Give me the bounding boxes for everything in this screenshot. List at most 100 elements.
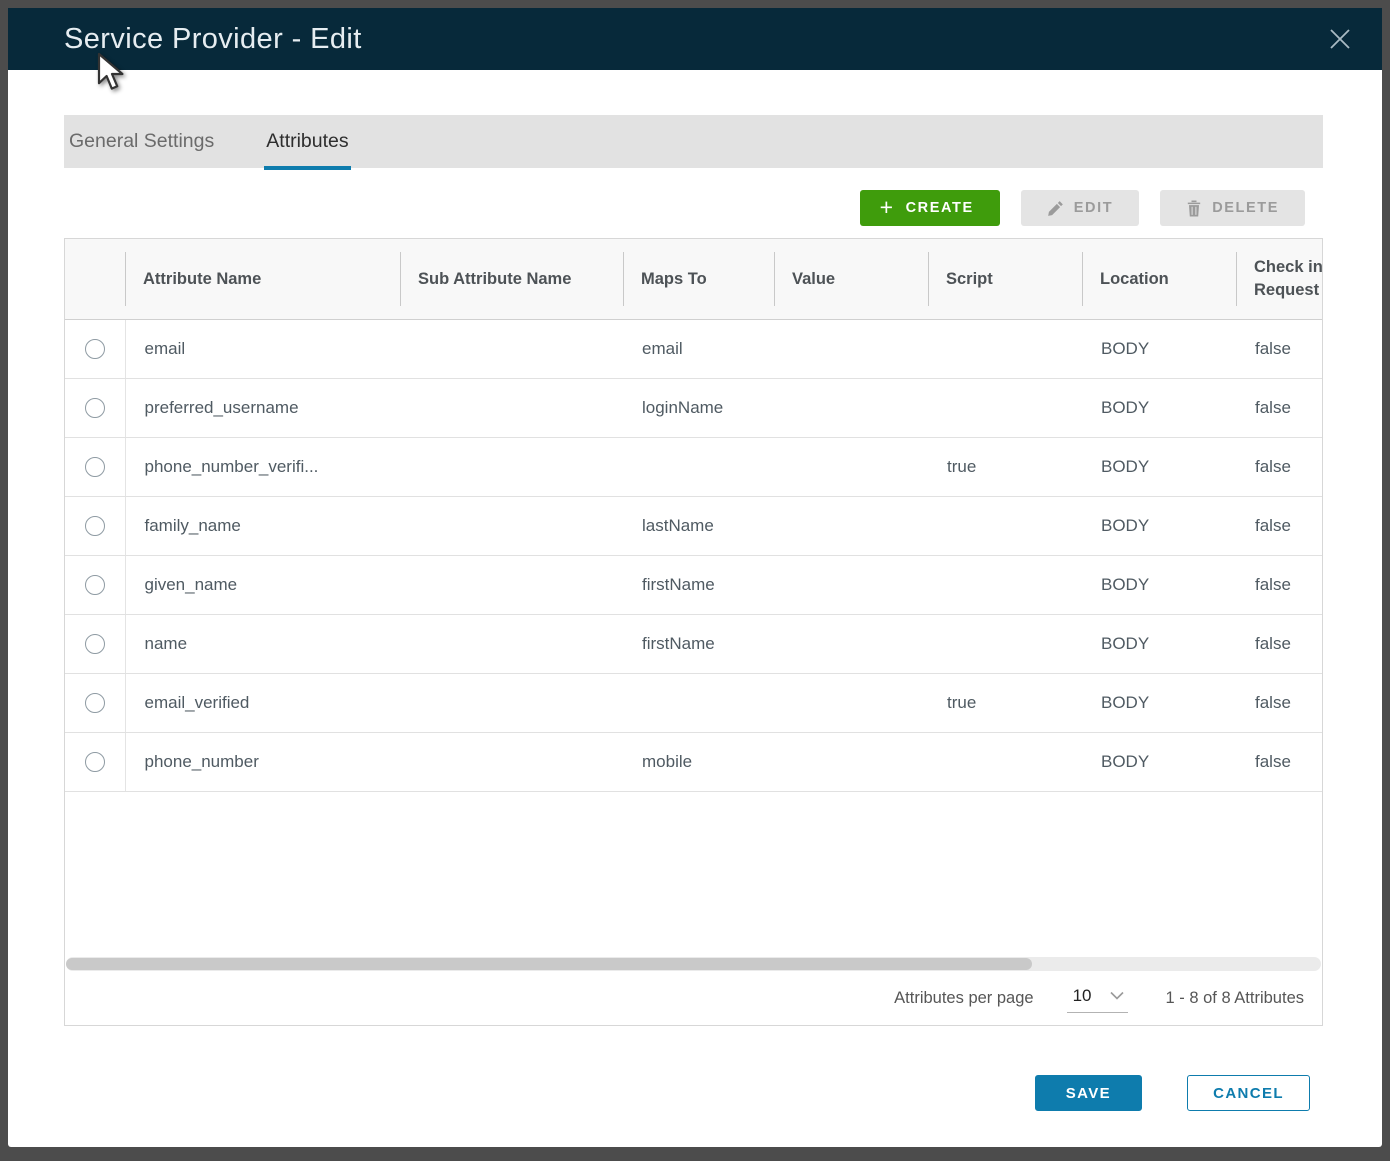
cell-check-in-request: false: [1236, 614, 1322, 674]
cell-script: [928, 496, 1082, 556]
col-value: Value: [774, 239, 928, 320]
cell-sub-attribute-name: [400, 319, 623, 379]
col-script: Script: [928, 239, 1082, 320]
mouse-cursor-icon: [97, 52, 124, 90]
cell-location: BODY: [1082, 437, 1236, 497]
cell-sub-attribute-name: [400, 378, 623, 438]
cell-sub-attribute-name: [400, 614, 623, 674]
cell-value: [774, 319, 928, 379]
cell-attribute-name: family_name: [125, 496, 400, 556]
row-radio-button[interactable]: [84, 456, 105, 477]
cancel-button[interactable]: CANCEL: [1187, 1075, 1310, 1111]
table-row[interactable]: family_name lastName BODY false: [65, 496, 1322, 556]
trash-icon: [1187, 200, 1201, 216]
col-select: [65, 239, 125, 320]
row-radio-button[interactable]: [84, 692, 105, 713]
row-radio-button[interactable]: [84, 515, 105, 536]
table-row[interactable]: name firstName BODY false: [65, 614, 1322, 674]
cell-maps-to: mobile: [623, 732, 774, 792]
horizontal-scrollbar[interactable]: [66, 957, 1321, 971]
create-button-label: CREATE: [905, 200, 974, 216]
cell-sub-attribute-name: [400, 732, 623, 792]
close-icon: [1330, 29, 1350, 49]
attributes-datagrid: Attribute Name Sub Attribute Name Maps T…: [64, 238, 1323, 1026]
row-radio-button[interactable]: [84, 397, 105, 418]
edit-button[interactable]: EDIT: [1020, 190, 1140, 226]
cell-attribute-name: given_name: [125, 555, 400, 615]
cell-value: [774, 555, 928, 615]
table-row[interactable]: email email BODY false: [65, 319, 1322, 379]
cell-maps-to: firstName: [623, 555, 774, 615]
cell-sub-attribute-name: [400, 555, 623, 615]
table-row[interactable]: preferred_username loginName BODY false: [65, 378, 1322, 438]
cell-check-in-request: false: [1236, 319, 1322, 379]
cell-location: BODY: [1082, 614, 1236, 674]
cell-location: BODY: [1082, 496, 1236, 556]
cell-maps-to: loginName: [623, 378, 774, 438]
cell-location: BODY: [1082, 555, 1236, 615]
tab-attributes[interactable]: Attributes: [264, 115, 352, 170]
delete-button[interactable]: DELETE: [1160, 190, 1305, 226]
cell-attribute-name: name: [125, 614, 400, 674]
cell-check-in-request: false: [1236, 732, 1322, 792]
row-radio-button[interactable]: [84, 633, 105, 654]
scrollbar-thumb[interactable]: [66, 958, 1033, 970]
tab-general-settings[interactable]: General Settings: [67, 115, 216, 168]
cell-location: BODY: [1082, 673, 1236, 733]
col-maps-to: Maps To: [623, 239, 774, 320]
cell-check-in-request: false: [1236, 673, 1322, 733]
save-button[interactable]: SAVE: [1034, 1075, 1143, 1111]
pagination-range-text: 1 - 8 of 8 Attributes: [1165, 988, 1305, 1007]
dialog-header: Service Provider - Edit: [8, 8, 1382, 70]
dialog-actions: SAVE CANCEL: [64, 1075, 1323, 1111]
table-header-row: Attribute Name Sub Attribute Name Maps T…: [65, 239, 1322, 320]
close-button[interactable]: [1324, 23, 1356, 55]
page-size-value: 10: [1072, 985, 1092, 1005]
row-radio-button[interactable]: [84, 338, 105, 359]
cell-attribute-name: phone_number: [125, 732, 400, 792]
row-radio-button[interactable]: [84, 751, 105, 772]
cell-value: [774, 732, 928, 792]
cell-script: [928, 319, 1082, 379]
cell-script: true: [928, 437, 1082, 497]
cell-maps-to: lastName: [623, 496, 774, 556]
dialog-body: General Settings Attributes + CREATE EDI…: [8, 115, 1382, 1111]
create-button[interactable]: + CREATE: [859, 190, 1000, 226]
row-radio-button[interactable]: [84, 574, 105, 595]
service-provider-edit-dialog: Service Provider - Edit General Settings…: [8, 8, 1382, 1147]
edit-button-label: EDIT: [1073, 200, 1114, 216]
cell-value: [774, 378, 928, 438]
cell-script: [928, 614, 1082, 674]
cell-maps-to: email: [623, 319, 774, 379]
table-row[interactable]: phone_number_verifi... true BODY false: [65, 437, 1322, 497]
cell-sub-attribute-name: [400, 496, 623, 556]
cell-script: [928, 732, 1082, 792]
page-size-select[interactable]: 10: [1066, 984, 1128, 1013]
cell-attribute-name: email_verified: [125, 673, 400, 733]
cell-location: BODY: [1082, 378, 1236, 438]
per-page-label: Attributes per page: [894, 988, 1034, 1007]
cell-maps-to: firstName: [623, 614, 774, 674]
cell-maps-to: [623, 437, 774, 497]
col-check-in-request: Check in Request: [1236, 239, 1322, 320]
cell-check-in-request: false: [1236, 496, 1322, 556]
cell-script: [928, 555, 1082, 615]
datagrid-footer: Attributes per page 10 1 - 8 of 8 Attrib…: [65, 971, 1322, 1025]
cell-script: true: [928, 673, 1082, 733]
table-toolbar: + CREATE EDIT DELETE: [64, 190, 1323, 226]
cell-check-in-request: false: [1236, 555, 1322, 615]
table-row[interactable]: given_name firstName BODY false: [65, 555, 1322, 615]
plus-icon: +: [879, 193, 895, 220]
cell-attribute-name: phone_number_verifi...: [125, 437, 400, 497]
cell-sub-attribute-name: [400, 673, 623, 733]
tab-label: General Settings: [69, 130, 215, 152]
col-attribute-name: Attribute Name: [125, 239, 400, 320]
cell-sub-attribute-name: [400, 437, 623, 497]
col-sub-attribute-name: Sub Attribute Name: [400, 239, 623, 320]
attributes-table: Attribute Name Sub Attribute Name Maps T…: [65, 239, 1322, 792]
cell-location: BODY: [1082, 319, 1236, 379]
col-location: Location: [1082, 239, 1236, 320]
table-row[interactable]: phone_number mobile BODY false: [65, 732, 1322, 792]
table-row[interactable]: email_verified true BODY false: [65, 673, 1322, 733]
chevron-down-icon: [1109, 991, 1124, 1000]
